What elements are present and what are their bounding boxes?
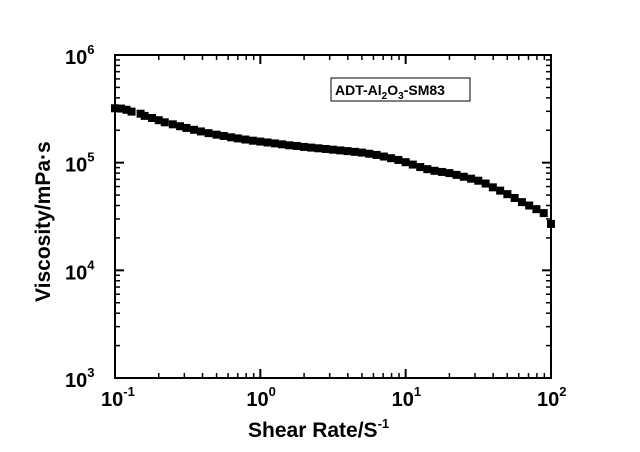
- data-point: [416, 163, 425, 172]
- x-axis-ticks: 10-1 100 101 102: [101, 55, 566, 411]
- x-tick-label: 100: [246, 384, 275, 411]
- x-axis-title: Shear Rate/S-1: [248, 416, 389, 442]
- data-point: [525, 201, 534, 210]
- data-point: [278, 140, 287, 149]
- data-point: [408, 160, 417, 169]
- data-point: [336, 146, 345, 155]
- data-point: [503, 190, 512, 199]
- data-point: [175, 122, 184, 131]
- plot-frame: [114, 54, 552, 379]
- data-point: [117, 104, 126, 113]
- data-point: [474, 176, 483, 185]
- data-point: [365, 149, 374, 158]
- data-point: [154, 116, 163, 125]
- data-point: [160, 118, 169, 127]
- data-point: [438, 167, 447, 176]
- data-point: [196, 127, 205, 136]
- data-point: [233, 134, 242, 143]
- y-tick-label: 103: [65, 365, 94, 392]
- data-point: [532, 205, 541, 214]
- y-tick-label: 104: [65, 257, 95, 284]
- data-point: [547, 219, 555, 228]
- data-point: [307, 143, 316, 152]
- data-point: [140, 111, 149, 120]
- data-point: [358, 148, 367, 157]
- data-point: [401, 158, 410, 167]
- data-point: [111, 104, 119, 113]
- data-point: [168, 120, 177, 129]
- data-point: [241, 135, 250, 144]
- y-tick-label: 106: [65, 42, 94, 69]
- data-series: [111, 104, 555, 228]
- data-point: [488, 183, 497, 192]
- data-point: [379, 152, 388, 161]
- legend-text-part: O: [387, 82, 398, 98]
- legend-text-part: ADT-Al: [335, 82, 382, 98]
- y-tick-label: 105: [65, 150, 94, 177]
- data-point: [496, 186, 505, 195]
- data-point: [445, 169, 454, 178]
- legend-box: [330, 77, 471, 102]
- data-point: [481, 179, 490, 188]
- data-point: [394, 155, 403, 164]
- legend-text-part: -SM83: [404, 82, 445, 98]
- data-point: [285, 141, 294, 150]
- data-point: [122, 105, 131, 114]
- data-point: [227, 133, 236, 142]
- y-axis-title: Viscosity/mPa·s: [32, 141, 55, 302]
- data-point: [136, 109, 145, 118]
- data-point: [328, 145, 337, 154]
- data-point: [343, 147, 352, 156]
- data-point: [350, 147, 359, 156]
- data-point: [127, 107, 136, 116]
- data-point: [423, 165, 432, 174]
- data-point: [256, 137, 265, 146]
- data-point: [190, 125, 199, 134]
- data-point: [219, 131, 228, 140]
- data-point: [387, 154, 396, 163]
- data-point: [467, 174, 476, 183]
- data-point: [452, 170, 461, 179]
- data-point: [510, 193, 519, 202]
- legend-label: ADT-Al2O3-SM83: [335, 82, 445, 102]
- legend: ADT-Al2O3-SM83: [330, 77, 471, 102]
- data-point: [314, 144, 323, 153]
- data-point: [430, 166, 439, 175]
- data-point: [270, 139, 279, 148]
- data-point: [292, 141, 301, 150]
- data-point: [517, 198, 526, 207]
- data-point: [539, 209, 548, 218]
- data-point: [372, 150, 381, 159]
- data-point: [459, 172, 468, 181]
- legend-subscript: 2: [382, 91, 388, 102]
- y-axis-ticks: 103 104 105 106: [65, 42, 551, 392]
- data-point: [300, 142, 309, 151]
- x-tick-label: 101: [392, 384, 421, 411]
- data-point: [204, 129, 213, 138]
- x-tick-label: 102: [537, 384, 566, 411]
- data-point: [263, 138, 272, 147]
- data-point: [248, 136, 257, 145]
- data-point: [212, 130, 221, 139]
- data-point: [148, 113, 157, 122]
- data-point: [321, 144, 330, 153]
- legend-subscript: 3: [398, 91, 404, 102]
- data-point: [182, 123, 191, 132]
- x-tick-label: 10-1: [101, 384, 135, 411]
